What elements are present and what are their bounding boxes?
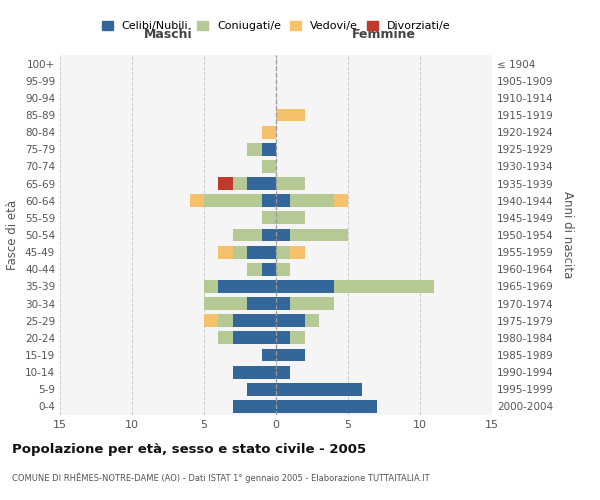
Text: Maschi: Maschi (143, 28, 193, 42)
Bar (276, 212, 305, 224)
Bar (290, 297, 334, 310)
Bar (204, 194, 262, 207)
Bar (247, 383, 276, 396)
Text: Popolazione per età, sesso e stato civile - 2005: Popolazione per età, sesso e stato civil… (12, 442, 366, 456)
Bar (247, 143, 262, 156)
Bar (204, 280, 218, 293)
Bar (247, 246, 276, 258)
Text: COMUNE DI RHÊMES-NOTRE-DAME (AO) - Dati ISTAT 1° gennaio 2005 - Elaborazione TUT: COMUNE DI RHÊMES-NOTRE-DAME (AO) - Dati … (12, 472, 430, 483)
Bar (233, 332, 276, 344)
Bar (276, 280, 334, 293)
Bar (276, 228, 290, 241)
Bar (276, 348, 305, 362)
Bar (204, 314, 218, 327)
Bar (247, 177, 276, 190)
Bar (218, 177, 233, 190)
Bar (247, 297, 276, 310)
Bar (290, 228, 348, 241)
Bar (233, 366, 276, 378)
Bar (204, 297, 247, 310)
Bar (276, 383, 362, 396)
Bar (262, 194, 276, 207)
Y-axis label: Anni di nascita: Anni di nascita (562, 192, 574, 278)
Bar (233, 314, 276, 327)
Legend: Celibi/Nubili, Coniugati/e, Vedovi/e, Divorziati/e: Celibi/Nubili, Coniugati/e, Vedovi/e, Di… (98, 18, 454, 34)
Bar (233, 400, 276, 413)
Bar (276, 246, 290, 258)
Bar (276, 400, 377, 413)
Bar (276, 177, 305, 190)
Bar (334, 280, 434, 293)
Bar (290, 194, 334, 207)
Bar (305, 314, 319, 327)
Bar (290, 332, 305, 344)
Bar (218, 280, 276, 293)
Bar (276, 263, 290, 276)
Bar (276, 314, 305, 327)
Bar (218, 332, 233, 344)
Bar (218, 246, 233, 258)
Bar (233, 246, 247, 258)
Bar (262, 228, 276, 241)
Bar (262, 212, 276, 224)
Bar (262, 348, 276, 362)
Bar (290, 246, 305, 258)
Bar (247, 263, 262, 276)
Bar (262, 126, 276, 138)
Y-axis label: Fasce di età: Fasce di età (7, 200, 19, 270)
Bar (190, 194, 204, 207)
Bar (276, 108, 305, 122)
Text: Femmine: Femmine (352, 28, 416, 42)
Bar (233, 228, 262, 241)
Bar (334, 194, 348, 207)
Bar (276, 194, 290, 207)
Bar (276, 332, 290, 344)
Bar (276, 366, 290, 378)
Bar (276, 297, 290, 310)
Bar (218, 314, 233, 327)
Bar (262, 263, 276, 276)
Bar (262, 143, 276, 156)
Bar (233, 177, 247, 190)
Bar (262, 160, 276, 173)
